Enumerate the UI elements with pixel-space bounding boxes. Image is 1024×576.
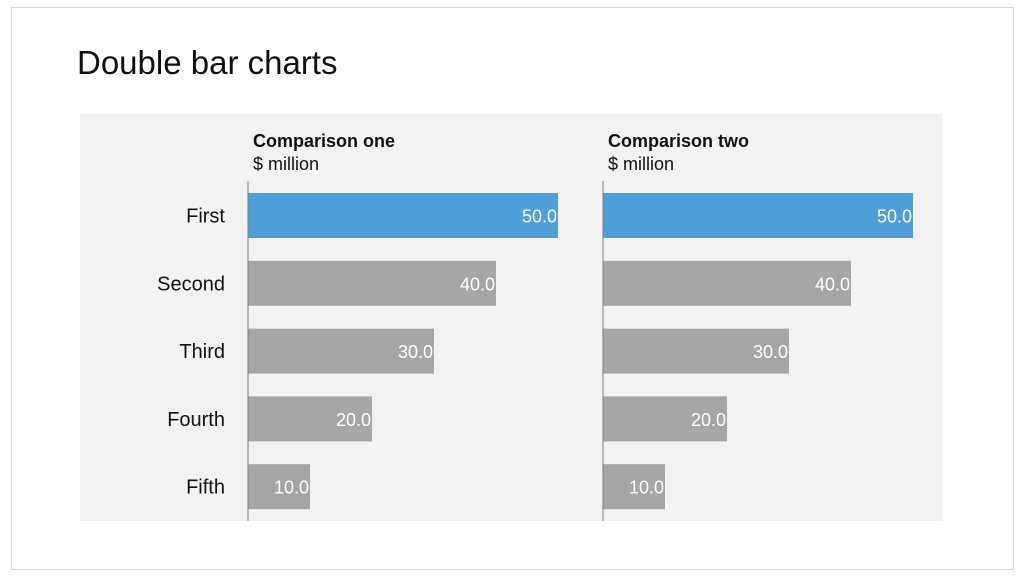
bar bbox=[248, 260, 496, 306]
bar bbox=[603, 193, 913, 238]
bar bbox=[248, 328, 434, 374]
bar-value-label: 40.0 bbox=[815, 274, 850, 294]
category-label: Second bbox=[157, 273, 225, 295]
bar bbox=[248, 464, 310, 510]
chart-comparison-two: Comparison two $ million 50.0 40.0 30.0 20.0 1… bbox=[602, 131, 913, 521]
category-labels: First Second Third Fourth Fifth bbox=[157, 206, 225, 499]
bar-value-label: 50.0 bbox=[522, 207, 557, 227]
bar bbox=[603, 328, 789, 374]
double-bar-chart: First Second Third Fourth Fifth Comparison o… bbox=[157, 131, 913, 521]
bar-value-label: 30.0 bbox=[398, 342, 433, 362]
bar-value-label: 10.0 bbox=[629, 478, 664, 498]
chart-subtitle: $ million bbox=[253, 154, 319, 174]
bar-value-label: 30.0 bbox=[753, 342, 788, 362]
bar-value-label: 50.0 bbox=[877, 207, 912, 227]
category-label: Fourth bbox=[167, 409, 225, 431]
bar bbox=[248, 396, 372, 442]
category-label: First bbox=[186, 206, 225, 228]
bar bbox=[603, 464, 665, 510]
bar bbox=[603, 260, 851, 306]
chart-title: Comparison two bbox=[608, 131, 749, 151]
bar-value-label: 20.0 bbox=[691, 410, 726, 430]
bar bbox=[248, 193, 558, 238]
slide-title: Double bar charts bbox=[77, 44, 338, 81]
bar bbox=[603, 396, 727, 442]
category-label: Third bbox=[179, 341, 225, 363]
bar-value-label: 20.0 bbox=[336, 410, 371, 430]
chart-subtitle: $ million bbox=[608, 154, 674, 174]
chart-title: Comparison one bbox=[253, 131, 395, 151]
bar-value-label: 40.0 bbox=[460, 274, 495, 294]
chart-panel: First Second Third Fourth Fifth Comparison o… bbox=[80, 114, 942, 521]
category-label: Fifth bbox=[186, 477, 225, 499]
chart-comparison-one: Comparison one $ million 50.0 40.0 30.0 20.0 1… bbox=[247, 131, 558, 521]
bar-value-label: 10.0 bbox=[274, 478, 309, 498]
